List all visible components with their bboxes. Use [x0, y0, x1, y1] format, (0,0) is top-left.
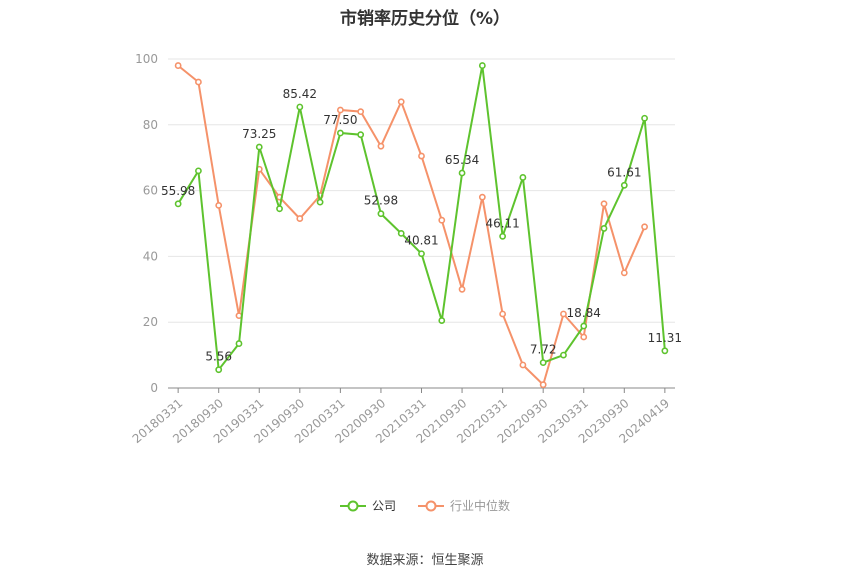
data-point — [215, 366, 223, 374]
y-tick-label: 0 — [150, 381, 158, 395]
data-point — [620, 269, 628, 277]
data-point — [458, 169, 466, 177]
data-point — [499, 232, 507, 240]
data-point — [641, 223, 648, 231]
line-chart: 0204060801002018033120180930201903312019… — [130, 52, 682, 446]
data-point — [397, 98, 405, 106]
data-point — [357, 108, 365, 116]
y-tick-label: 100 — [135, 52, 158, 66]
legend-label-company: 公司 — [371, 499, 396, 513]
data-point — [397, 229, 405, 237]
data-label: 85.42 — [283, 87, 317, 101]
legend: 公司 行业中位数 — [0, 497, 850, 514]
legend-company-marker-icon — [339, 500, 366, 511]
data-point — [174, 62, 182, 69]
data-label: 55.98 — [161, 184, 195, 198]
data-point — [580, 322, 588, 330]
data-label: 73.25 — [242, 127, 276, 141]
legend-item-company[interactable]: 公司 — [339, 497, 396, 514]
y-tick-label: 40 — [143, 249, 158, 263]
y-tick-label: 80 — [143, 118, 158, 132]
data-point — [499, 310, 507, 318]
legend-item-industry[interactable]: 行业中位数 — [418, 497, 510, 514]
data-label: 65.34 — [445, 153, 479, 167]
data-point — [620, 181, 628, 189]
data-point — [215, 202, 223, 209]
data-point — [174, 200, 182, 208]
legend-industry-marker-icon — [418, 500, 444, 511]
y-tick-label: 20 — [143, 315, 158, 329]
data-point — [195, 78, 202, 86]
data-source: 数据来源：恒生聚源 — [366, 553, 484, 568]
data-point — [418, 152, 425, 160]
data-point — [296, 215, 304, 222]
data-point — [600, 225, 608, 232]
chart-title: 市销率历史分位（%） — [339, 9, 511, 29]
data-point — [539, 381, 547, 389]
data-point — [377, 210, 385, 218]
data-point — [519, 174, 527, 181]
y-tick-label: 60 — [143, 184, 158, 198]
data-label: 77.50 — [323, 113, 357, 127]
data-point — [519, 361, 527, 369]
data-point — [235, 340, 243, 347]
data-label: 52.98 — [364, 194, 398, 208]
data-point — [336, 129, 344, 137]
data-point — [580, 333, 588, 341]
data-label: 46.11 — [485, 216, 519, 230]
data-label: 11.31 — [648, 331, 682, 345]
data-point — [539, 359, 547, 367]
data-point — [336, 106, 344, 114]
data-label: 5.56 — [205, 350, 232, 364]
series-line — [177, 65, 666, 373]
series-line — [177, 64, 646, 387]
data-point — [255, 143, 263, 151]
data-label: 61.61 — [607, 165, 641, 179]
data-point — [641, 114, 648, 122]
data-point — [377, 142, 385, 150]
data-point — [357, 131, 365, 139]
data-point — [296, 103, 304, 111]
data-point — [438, 317, 446, 324]
data-point — [560, 351, 567, 359]
data-label: 18.84 — [567, 306, 601, 320]
data-point — [316, 198, 324, 206]
data-point — [438, 216, 446, 224]
data-point — [458, 285, 466, 293]
data-point — [661, 347, 669, 355]
data-point — [478, 193, 486, 201]
data-point — [195, 167, 202, 175]
data-label: 7.72 — [530, 343, 557, 357]
data-point — [478, 62, 486, 69]
data-point — [600, 200, 608, 208]
data-point — [560, 310, 567, 318]
data-point — [276, 205, 283, 213]
legend-label-industry: 行业中位数 — [450, 499, 511, 513]
data-label: 40.81 — [404, 234, 438, 248]
data-point — [418, 250, 425, 258]
